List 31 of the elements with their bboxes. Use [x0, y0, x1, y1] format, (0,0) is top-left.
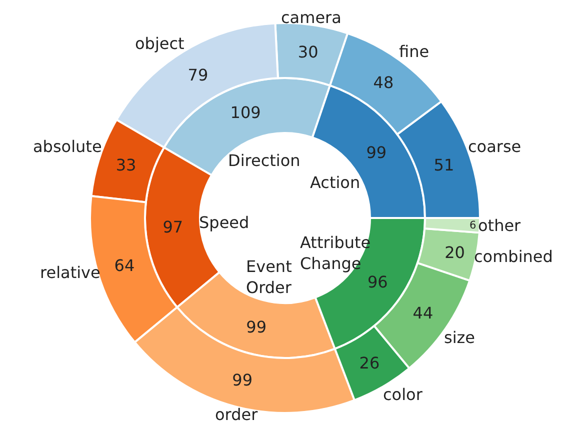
data-label: 30 [298, 42, 318, 62]
slice-label: camera [281, 8, 342, 27]
slice-label: absolute [33, 137, 102, 156]
data-label: 51 [434, 156, 454, 175]
data-label: 96 [367, 272, 388, 292]
slice-label: Direction [228, 151, 300, 170]
slice-label: Action [310, 173, 360, 192]
data-label: 99 [246, 317, 267, 336]
slice-label: fine [399, 42, 430, 61]
data-label: 26 [359, 353, 380, 372]
slice-label: Event Order [246, 257, 292, 297]
data-label: 109 [230, 103, 261, 122]
slice-label: combined [474, 247, 553, 266]
data-label: 99 [366, 142, 387, 162]
data-label: 97 [162, 218, 184, 237]
data-label: 44 [412, 304, 434, 323]
data-label: 6 [469, 220, 476, 232]
slice-label: other [478, 216, 522, 235]
data-label: 48 [373, 72, 394, 92]
slice-label: relative [40, 263, 100, 282]
slice-label: Speed [199, 213, 250, 232]
data-label: 79 [188, 65, 208, 84]
slice-label: color [383, 385, 423, 404]
data-label: 64 [114, 256, 135, 276]
data-label: 33 [116, 156, 136, 175]
slice-label: size [444, 328, 476, 347]
slice-label: order [215, 405, 258, 424]
data-label: 20 [444, 243, 465, 262]
slice-label: coarse [468, 137, 522, 156]
data-label: 99 [232, 370, 253, 390]
slice-label: object [135, 34, 184, 53]
